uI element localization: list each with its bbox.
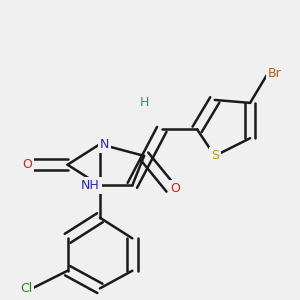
Text: Cl: Cl bbox=[20, 282, 32, 295]
Text: O: O bbox=[171, 182, 181, 195]
Text: O: O bbox=[22, 158, 32, 171]
Text: H: H bbox=[140, 96, 149, 110]
Text: S: S bbox=[211, 149, 219, 162]
Text: Br: Br bbox=[268, 67, 281, 80]
Text: N: N bbox=[100, 138, 109, 151]
Text: NH: NH bbox=[81, 179, 100, 192]
